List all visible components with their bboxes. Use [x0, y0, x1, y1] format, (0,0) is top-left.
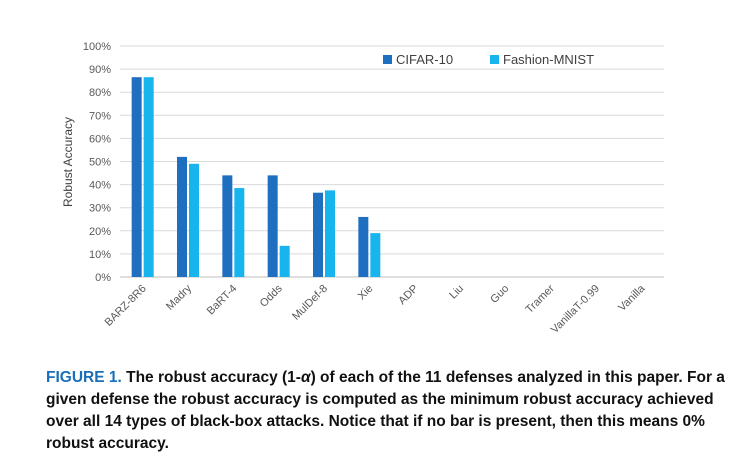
bar-chart: 0% 10% 20% 30% 40% 50% 60% 70% 80% 90% 100% BARZ-8…: [61, 41, 664, 336]
x-tick-label: Guo: [488, 283, 511, 306]
gridlines: [120, 45, 664, 278]
y-tick-label: 30%: [89, 203, 111, 215]
legend-label-cifar: CIFAR-10: [396, 52, 453, 67]
y-tick-label: 10%: [89, 249, 111, 261]
x-tick-label: Xie: [356, 283, 376, 303]
x-tick-label: ADP: [396, 283, 420, 307]
bar-cifar-bart-4: [222, 175, 233, 277]
figure-caption: FIGURE 1. The robust accuracy (1-α) of e…: [46, 367, 736, 455]
bar-fashion-odds: [279, 245, 290, 277]
y-tick-label: 80%: [89, 87, 111, 99]
bar-fashion-madry: [189, 163, 199, 277]
bar-cifar-barz-8r6: [131, 77, 142, 277]
legend: CIFAR-10 Fashion-MNIST: [383, 52, 594, 67]
y-tick-label: 90%: [89, 64, 111, 76]
bars: [131, 77, 381, 277]
x-tick-label: Vanilla: [616, 282, 648, 314]
x-tick-label: Tramer: [524, 282, 557, 315]
y-tick-label: 20%: [89, 226, 111, 238]
y-tick-label: 100%: [83, 41, 111, 53]
y-tick-label: 40%: [89, 180, 111, 192]
y-tick-label: 70%: [89, 110, 111, 122]
caption-alpha: α: [300, 369, 311, 386]
bar-cifar-xie: [358, 216, 369, 277]
bar-cifar-madry: [177, 156, 187, 277]
x-tick-label: BARZ-8R6: [103, 283, 149, 329]
bar-fashion-xie: [370, 233, 381, 277]
x-tick-label: Odds: [258, 282, 285, 309]
y-tick-label: 0%: [95, 272, 111, 284]
bar-fashion-bart-4: [234, 188, 245, 277]
caption-label: FIGURE 1.: [46, 369, 122, 386]
x-tick-label: Liu: [447, 283, 466, 302]
bar-fashion-barz-8r6: [143, 77, 154, 277]
legend-swatch-fashion: [490, 55, 499, 64]
y-tick-label: 50%: [89, 157, 111, 169]
x-tick-label: VanillaT-0.99: [549, 283, 602, 336]
caption-text-end: ) of each of the 11 defenses analyzed in…: [46, 369, 725, 452]
caption-text-start: The robust accuracy (1-: [126, 369, 301, 386]
x-tick-label: Madry: [164, 282, 194, 312]
bar-fashion-muldef-8: [325, 190, 335, 277]
legend-label-fashion: Fashion-MNIST: [503, 52, 594, 67]
y-axis-title: Robust Accuracy: [61, 117, 75, 207]
bar-cifar-muldef-8: [313, 192, 323, 277]
bar-cifar-odds: [267, 175, 278, 277]
x-tick-label: MulDef-8: [290, 283, 330, 323]
legend-swatch-cifar: [383, 55, 392, 64]
x-tick-labels: BARZ-8R6 Madry BaRT-4 Odds MulDef-8 Xie ADP Liu…: [103, 282, 648, 336]
x-tick-label: BaRT-4: [205, 283, 240, 318]
y-tick-labels: 0% 10% 20% 30% 40% 50% 60% 70% 80% 90% 100%: [83, 41, 111, 284]
y-tick-label: 60%: [89, 133, 111, 145]
